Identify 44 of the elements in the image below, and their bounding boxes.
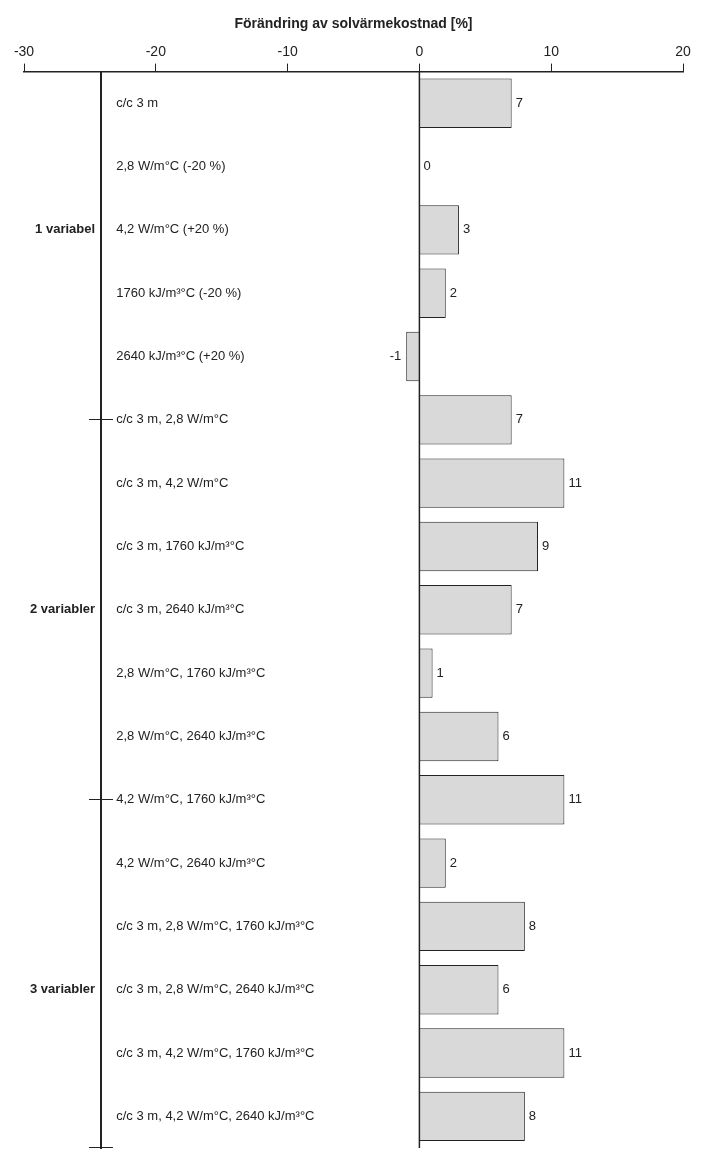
data-label: 1 <box>436 664 444 680</box>
data-label: 6 <box>502 981 510 997</box>
x-tick-label: 20 <box>675 43 691 60</box>
x-tick-label: -30 <box>13 43 35 60</box>
data-label: 0 <box>423 158 431 174</box>
y-tick-label: 2,8 W/m°C, 1760 kJ/m³°C <box>116 664 266 680</box>
y-tick-label: 4,2 W/m°C (+20 %) <box>116 221 229 237</box>
data-label: 11 <box>568 791 582 807</box>
annotation: 1 variabel <box>35 221 96 237</box>
data-label: 11 <box>568 474 582 490</box>
y-tick-label: 2,8 W/m°C, 2640 kJ/m³°C <box>116 728 266 744</box>
data-label: 8 <box>528 917 537 933</box>
y-tick-label: 2,8 W/m°C (-20 %) <box>116 158 226 174</box>
y-tick-label: c/c 3 m, 1760 kJ/m³°C <box>116 538 245 554</box>
y-tick-label: c/c 3 m, 4,2 W/m°C, 1760 kJ/m³°C <box>116 1044 315 1060</box>
y-tick-label: c/c 3 m, 2,8 W/m°C <box>116 411 229 427</box>
data-label: 3 <box>462 221 471 237</box>
data-label: 9 <box>542 538 550 554</box>
y-tick-label: 4,2 W/m°C, 1760 kJ/m³°C <box>116 791 266 807</box>
x-tick-label: -20 <box>145 43 167 60</box>
data-label: 7 <box>515 411 523 427</box>
data-label: 7 <box>515 601 523 617</box>
x-tick-label: 10 <box>543 43 560 60</box>
data-label: 2 <box>449 854 457 870</box>
data-label: 2 <box>449 284 457 300</box>
annotation: 2 variabler <box>30 601 96 617</box>
x-tick-label: 0 <box>415 43 424 60</box>
y-tick-label: c/c 3 m, 2,8 W/m°C, 1760 kJ/m³°C <box>116 917 315 933</box>
y-tick-label: c/c 3 m, 2640 kJ/m³°C <box>116 601 245 617</box>
data-label: 6 <box>502 728 510 744</box>
annotation: 3 variabler <box>30 981 96 997</box>
data-label: 8 <box>528 1107 537 1123</box>
data-label: -1 <box>389 348 402 364</box>
x-axis-title: Förändring av solvärmekostnad [%] <box>234 15 473 32</box>
y-tick-label: 2640 kJ/m³°C (+20 %) <box>116 348 245 364</box>
y-tick-label: c/c 3 m <box>116 94 159 110</box>
y-tick-label: c/c 3 m, 2,8 W/m°C, 2640 kJ/m³°C <box>116 981 315 997</box>
y-tick-label: 1760 kJ/m³°C (-20 %) <box>116 284 242 300</box>
y-tick-label: c/c 3 m, 4,2 W/m°C <box>116 474 229 490</box>
data-label: 7 <box>515 94 523 110</box>
data-label: 11 <box>568 1044 582 1060</box>
y-tick-label: c/c 3 m, 4,2 W/m°C, 2640 kJ/m³°C <box>116 1107 315 1123</box>
x-tick-label: -10 <box>277 43 298 60</box>
y-tick-label: 4,2 W/m°C, 2640 kJ/m³°C <box>116 854 266 870</box>
